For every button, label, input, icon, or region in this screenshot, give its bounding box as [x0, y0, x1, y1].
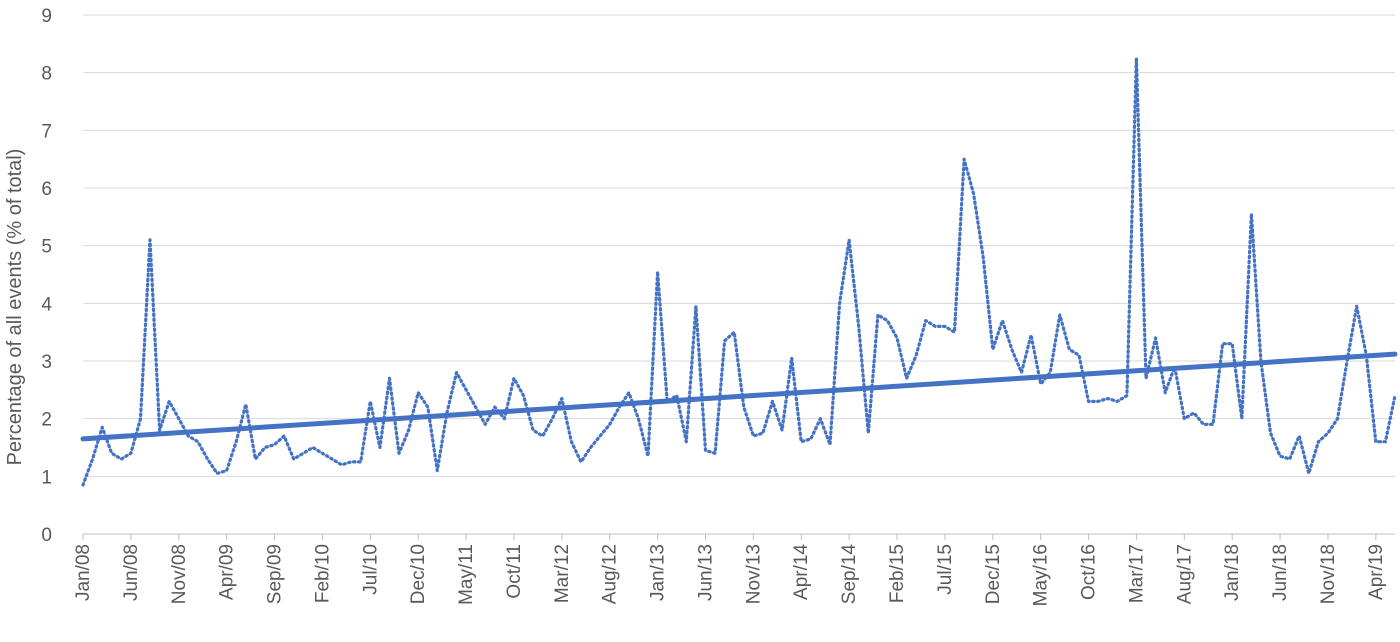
x-tick-label: Sep/09 — [265, 544, 286, 604]
data-series-line — [81, 56, 1397, 487]
x-tick-label: Nov/13 — [743, 544, 764, 604]
y-tick-label: 3 — [41, 352, 52, 373]
x-tick-label: Dec/10 — [408, 544, 429, 604]
y-tick-label: 0 — [41, 525, 52, 546]
x-tick-label: Oct/11 — [504, 544, 525, 599]
x-axis-ticks: Jan/08 Jun/08 Nov/08 Apr/09 Sep/09 Feb/10 Jul/… — [73, 534, 1387, 606]
x-tick-label: Apr/09 — [217, 544, 238, 600]
y-axis-ticks: 0 1 2 3 4 5 6 7 8 9 — [41, 6, 52, 546]
x-tick-label: Apr/14 — [791, 544, 812, 600]
x-tick-label: Oct/16 — [1079, 544, 1100, 600]
x-tick-label: May/11 — [456, 544, 477, 605]
series-group — [80, 56, 1398, 487]
x-tick-label: Feb/15 — [887, 544, 908, 603]
y-tick-label: 9 — [41, 6, 52, 27]
x-tick-label: Jul/15 — [935, 544, 956, 595]
y-tick-label: 5 — [41, 237, 52, 258]
x-tick-label: Dec/15 — [983, 544, 1004, 604]
x-tick-label: Jul/10 — [360, 544, 381, 595]
y-tick-label: 2 — [41, 410, 52, 431]
x-tick-label: Jun/18 — [1270, 544, 1291, 601]
x-tick-label: Sep/14 — [839, 544, 860, 605]
y-tick-label: 7 — [41, 121, 52, 142]
x-tick-label: Apr/19 — [1366, 544, 1387, 600]
gridlines — [83, 14, 1395, 477]
x-tick-label: Nov/08 — [169, 544, 190, 604]
x-tick-label: Jun/08 — [121, 544, 142, 601]
y-tick-label: 6 — [41, 179, 52, 200]
x-tick-label: Jan/08 — [73, 544, 94, 601]
y-axis-title: Percentage of all events (% of total) — [4, 149, 26, 466]
x-tick-label: Aug/12 — [600, 544, 621, 604]
x-tick-label: Aug/17 — [1174, 544, 1195, 604]
y-tick-label: 8 — [41, 64, 52, 85]
trendline — [80, 351, 1398, 442]
x-tick-label: Jan/18 — [1222, 544, 1243, 601]
x-tick-label: Jan/13 — [648, 544, 669, 601]
y-tick-label: 1 — [41, 467, 52, 488]
x-tick-label: Mar/12 — [552, 544, 573, 603]
x-tick-label: Feb/10 — [312, 544, 333, 603]
x-tick-label: Jun/13 — [695, 544, 716, 601]
x-tick-label: Mar/17 — [1126, 544, 1147, 603]
x-tick-label: Nov/18 — [1318, 544, 1339, 604]
y-tick-label: 4 — [41, 294, 52, 315]
x-tick-label: May/16 — [1031, 544, 1052, 606]
